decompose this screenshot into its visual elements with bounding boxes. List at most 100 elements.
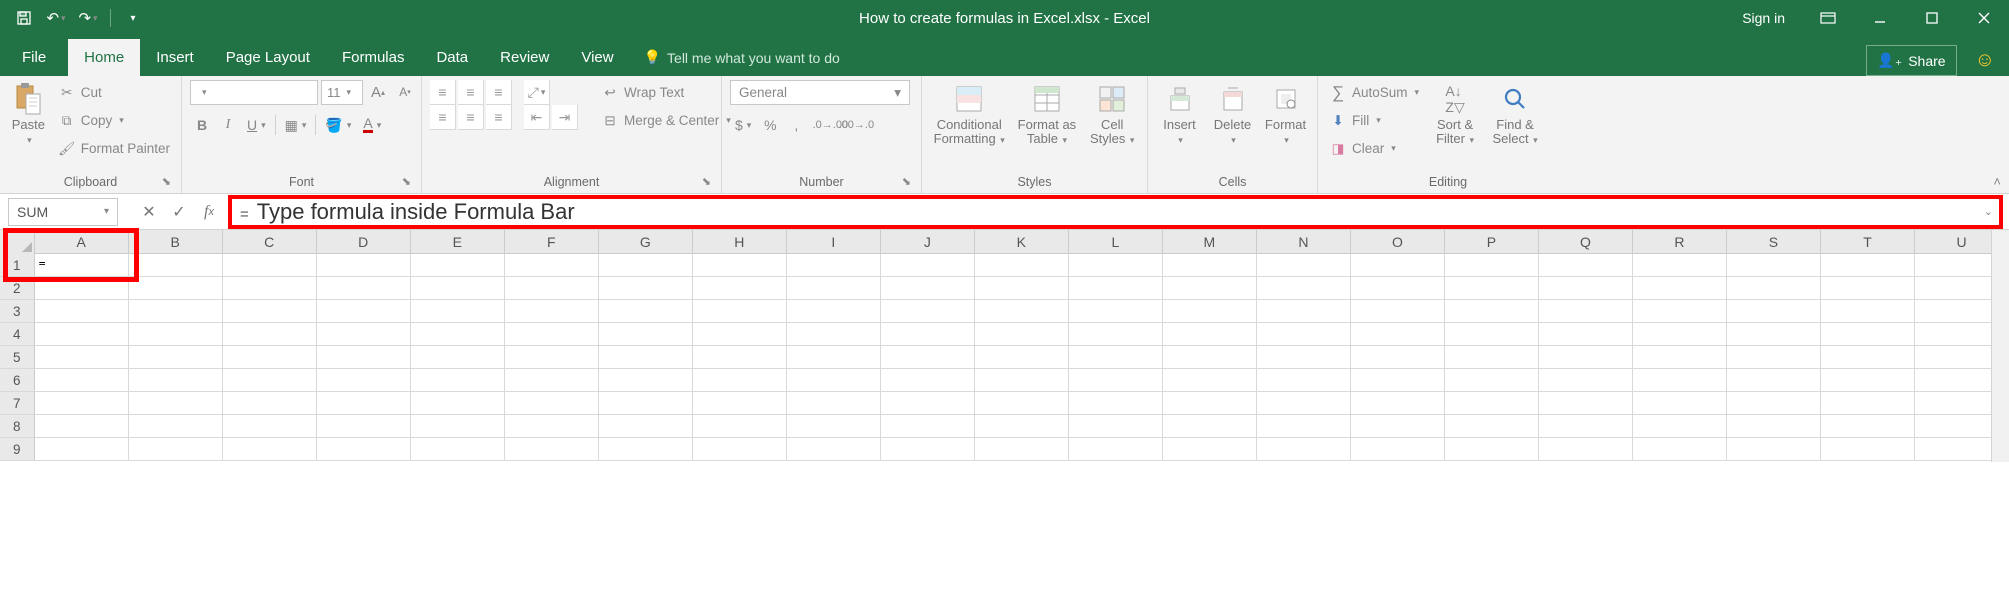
- cell[interactable]: [411, 415, 505, 438]
- cell[interactable]: [1163, 254, 1257, 277]
- cell[interactable]: [1257, 346, 1351, 369]
- cell[interactable]: [1351, 415, 1445, 438]
- cell[interactable]: [1069, 438, 1163, 461]
- cell[interactable]: [129, 323, 223, 346]
- cell[interactable]: [129, 369, 223, 392]
- cell[interactable]: [317, 323, 411, 346]
- cell[interactable]: [881, 369, 975, 392]
- cell[interactable]: [1445, 277, 1539, 300]
- format-painter-button[interactable]: 🖌Format Painter: [55, 136, 173, 161]
- cell[interactable]: [1727, 438, 1821, 461]
- cell[interactable]: [1821, 346, 1915, 369]
- cell[interactable]: [599, 415, 693, 438]
- tab-view[interactable]: View: [565, 39, 629, 76]
- cell[interactable]: [1727, 300, 1821, 323]
- cell[interactable]: [975, 254, 1069, 277]
- save-icon[interactable]: [10, 4, 38, 32]
- cell[interactable]: [1821, 369, 1915, 392]
- font-color-button[interactable]: A▾: [358, 113, 386, 137]
- column-header[interactable]: R: [1633, 230, 1727, 253]
- cell[interactable]: [881, 277, 975, 300]
- cell[interactable]: [223, 438, 317, 461]
- cell[interactable]: [411, 254, 505, 277]
- cell[interactable]: [1539, 323, 1633, 346]
- redo-button[interactable]: ↷▾: [74, 4, 102, 32]
- find-select-button[interactable]: Find & Select ▾: [1488, 80, 1542, 147]
- increase-font-icon[interactable]: A▴: [366, 80, 390, 104]
- column-header[interactable]: A: [35, 230, 129, 253]
- row-header[interactable]: 2: [0, 277, 35, 300]
- cell[interactable]: [129, 254, 223, 277]
- italic-button[interactable]: I: [216, 113, 240, 137]
- cell[interactable]: [1069, 369, 1163, 392]
- align-center-icon[interactable]: ≡: [458, 105, 484, 130]
- cell[interactable]: [599, 369, 693, 392]
- cell[interactable]: [975, 392, 1069, 415]
- collapse-ribbon-icon[interactable]: ˄: [1993, 174, 2001, 189]
- number-format-combo[interactable]: General▾: [730, 80, 910, 105]
- cell[interactable]: [411, 346, 505, 369]
- cell[interactable]: [1069, 300, 1163, 323]
- close-button[interactable]: [1959, 0, 2009, 36]
- cell[interactable]: [975, 277, 1069, 300]
- cell[interactable]: [317, 369, 411, 392]
- column-header[interactable]: O: [1351, 230, 1445, 253]
- cell[interactable]: [975, 346, 1069, 369]
- cell[interactable]: [881, 415, 975, 438]
- cell[interactable]: [693, 323, 787, 346]
- cell[interactable]: [1633, 277, 1727, 300]
- fill-button[interactable]: ⬇Fill▾: [1326, 108, 1422, 133]
- number-dialog-launcher-icon[interactable]: ⬊: [902, 175, 911, 188]
- decrease-font-icon[interactable]: A▾: [393, 80, 417, 104]
- cell[interactable]: [693, 254, 787, 277]
- row-header[interactable]: 1: [0, 254, 35, 277]
- cell[interactable]: [35, 277, 129, 300]
- column-header[interactable]: E: [411, 230, 505, 253]
- cell[interactable]: [411, 323, 505, 346]
- cell[interactable]: [1539, 277, 1633, 300]
- tab-home[interactable]: Home: [68, 39, 140, 76]
- cell[interactable]: [35, 300, 129, 323]
- cell[interactable]: [1727, 277, 1821, 300]
- cell[interactable]: [693, 300, 787, 323]
- cell[interactable]: [1821, 300, 1915, 323]
- cell[interactable]: [881, 346, 975, 369]
- column-header[interactable]: D: [317, 230, 411, 253]
- tell-me-search[interactable]: 💡 Tell me what you want to do: [630, 39, 854, 76]
- cell[interactable]: =: [35, 254, 129, 277]
- tab-file[interactable]: File: [0, 39, 68, 76]
- column-header[interactable]: Q: [1539, 230, 1633, 253]
- align-left-icon[interactable]: ≡: [430, 105, 456, 130]
- cell[interactable]: [1821, 438, 1915, 461]
- column-header[interactable]: M: [1163, 230, 1257, 253]
- cell[interactable]: [1163, 369, 1257, 392]
- column-header[interactable]: F: [505, 230, 599, 253]
- cell[interactable]: [975, 323, 1069, 346]
- cell[interactable]: [1633, 254, 1727, 277]
- cell[interactable]: [1539, 369, 1633, 392]
- cell[interactable]: [317, 254, 411, 277]
- cell[interactable]: [1351, 369, 1445, 392]
- cell[interactable]: [129, 392, 223, 415]
- cell[interactable]: [693, 346, 787, 369]
- format-cells-button[interactable]: Format▾: [1262, 80, 1309, 147]
- cell[interactable]: [1539, 392, 1633, 415]
- cell[interactable]: [881, 300, 975, 323]
- underline-button[interactable]: U▾: [242, 113, 271, 137]
- column-header[interactable]: S: [1727, 230, 1821, 253]
- cell[interactable]: [881, 438, 975, 461]
- cell[interactable]: [129, 277, 223, 300]
- cell[interactable]: [1351, 323, 1445, 346]
- clear-button[interactable]: ◨Clear▾: [1326, 136, 1422, 161]
- cell[interactable]: [1821, 415, 1915, 438]
- cell[interactable]: [1539, 300, 1633, 323]
- cell[interactable]: [1821, 392, 1915, 415]
- name-box[interactable]: SUM ▾: [8, 198, 118, 226]
- cell[interactable]: [1163, 438, 1257, 461]
- cell[interactable]: [975, 415, 1069, 438]
- cell[interactable]: [505, 369, 599, 392]
- cell[interactable]: [1445, 415, 1539, 438]
- cell[interactable]: [1069, 392, 1163, 415]
- cell[interactable]: [1633, 346, 1727, 369]
- cell[interactable]: [223, 254, 317, 277]
